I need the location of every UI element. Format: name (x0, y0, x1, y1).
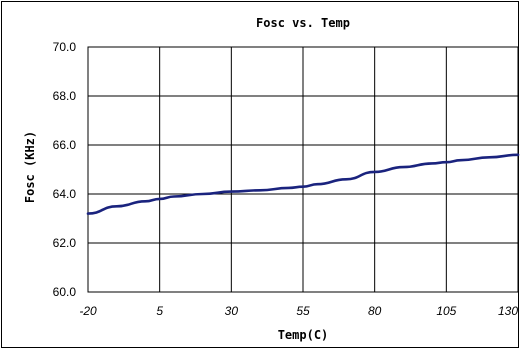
chart-title: Fosc vs. Temp (256, 16, 350, 30)
y-tick-labels: 60.0 62.0 64.0 66.0 68.0 70.0 (53, 40, 77, 299)
y-tick-label: 70.0 (53, 40, 77, 54)
x-tick-label: 30 (225, 304, 239, 318)
y-tick-label: 68.0 (53, 89, 77, 103)
plot-border (87, 46, 519, 293)
x-tick-label: 105 (436, 304, 456, 318)
y-tick-label: 62.0 (53, 236, 77, 250)
series-line (86, 153, 520, 215)
x-tick-labels: -20 5 30 55 80 105 130 (79, 304, 518, 318)
y-tick-label: 64.0 (53, 187, 77, 201)
x-tick-label: 130 (498, 304, 518, 318)
y-tick-label: 66.0 (53, 138, 77, 152)
x-tick-label: 55 (296, 304, 310, 318)
x-tick-label: 80 (368, 304, 382, 318)
x-tick-label: -20 (79, 304, 97, 318)
x-tick-label: 5 (156, 304, 163, 318)
y-tick-label: 60.0 (53, 285, 77, 299)
x-axis-label: Temp(C) (278, 328, 329, 342)
gridlines (87, 46, 519, 293)
y-axis-label: Fosc (KHz) (23, 131, 37, 203)
